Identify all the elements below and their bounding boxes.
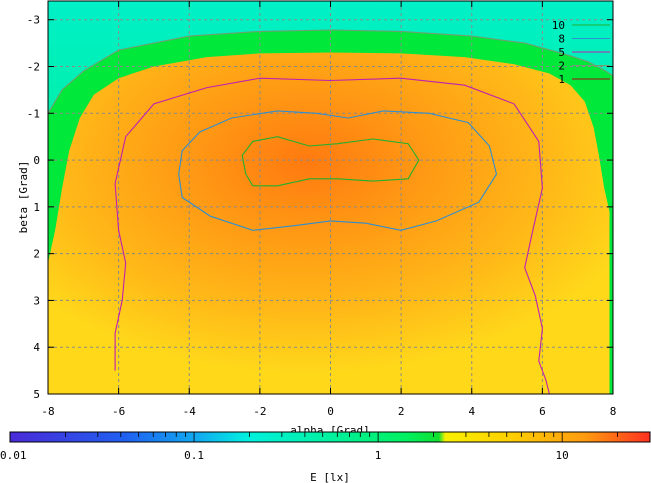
contour-8 bbox=[178, 110, 498, 231]
y-tick-label: 0 bbox=[33, 154, 40, 167]
contour-10 bbox=[241, 136, 420, 187]
x-tick-label: -8 bbox=[41, 405, 54, 418]
x-tick-label: -6 bbox=[112, 405, 125, 418]
colorbar: 0.01 0.1 1 10 E [lx] bbox=[0, 431, 651, 483]
x-tick-label: 4 bbox=[468, 405, 475, 418]
legend-label-10: 10 bbox=[552, 19, 565, 32]
y-tick-label: -3 bbox=[27, 14, 40, 27]
colorbar-tick-label: 10 bbox=[556, 449, 569, 462]
legend-label-2: 2 bbox=[558, 60, 565, 73]
contour-lines bbox=[48, 29, 613, 394]
y-axis-label: beta [Grad] bbox=[17, 161, 30, 234]
x-tick-label: 0 bbox=[327, 405, 334, 418]
legend-label-1: 1 bbox=[558, 73, 565, 86]
heatmap-warm-region bbox=[48, 52, 610, 394]
colorbar-tick-label: 0.01 bbox=[0, 449, 27, 462]
x-tick-label: 8 bbox=[610, 405, 617, 418]
x-axis-ticks: -8 -6 -4 -2 0 2 4 6 8 bbox=[41, 1, 616, 418]
y-tick-label: -1 bbox=[27, 107, 40, 120]
colorbar-ticks: 0.01 0.1 1 10 bbox=[0, 432, 651, 462]
y-tick-label: 2 bbox=[33, 248, 40, 261]
y-tick-label: -2 bbox=[27, 61, 40, 74]
x-tick-label: 6 bbox=[539, 405, 546, 418]
colorbar-tick-label: 1 bbox=[375, 449, 382, 462]
colorbar-tick-label: 0.1 bbox=[184, 449, 204, 462]
y-tick-label: 5 bbox=[33, 388, 40, 401]
legend-label-8: 8 bbox=[558, 33, 565, 46]
y-tick-label: 3 bbox=[33, 294, 40, 307]
y-tick-label: 1 bbox=[33, 201, 40, 214]
contour-2 bbox=[48, 29, 613, 114]
y-tick-label: 4 bbox=[33, 341, 40, 354]
x-tick-label: -4 bbox=[183, 405, 197, 418]
grid-lines bbox=[48, 1, 613, 394]
legend-label-5: 5 bbox=[558, 46, 565, 59]
x-tick-label: -2 bbox=[253, 405, 266, 418]
contour-5 bbox=[114, 77, 550, 394]
colorbar-label: E [lx] bbox=[310, 471, 350, 483]
x-tick-label: 2 bbox=[398, 405, 405, 418]
plot-area bbox=[47, 0, 614, 395]
